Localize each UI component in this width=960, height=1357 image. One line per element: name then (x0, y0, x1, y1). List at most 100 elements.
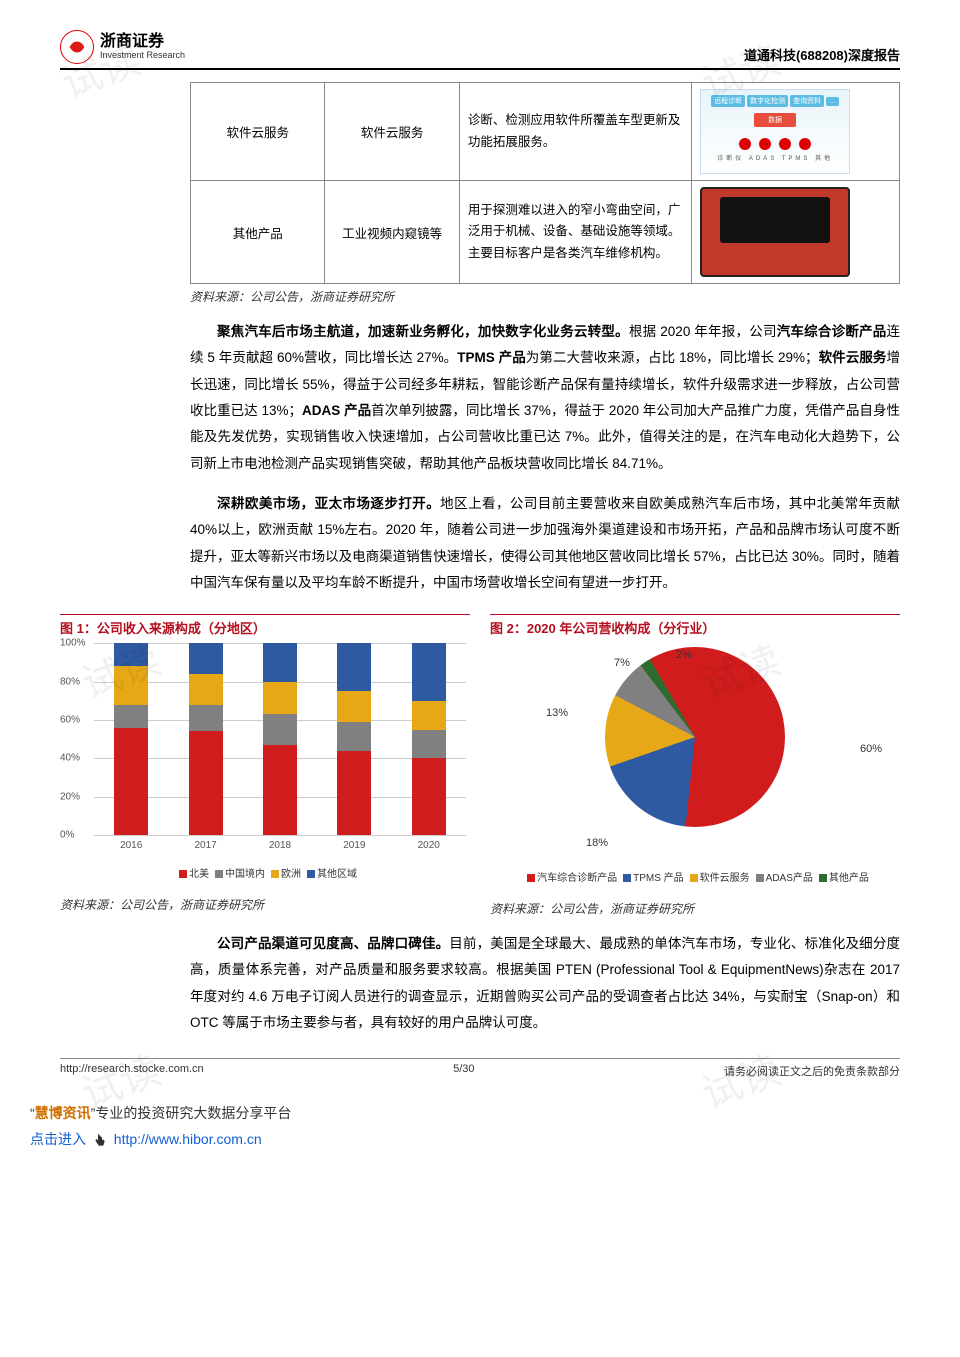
x-axis-label: 2016 (120, 840, 142, 851)
cell-sub: 工业视频内窥镜等 (325, 181, 459, 284)
legend-swatch (307, 870, 315, 878)
pie-label-18: 18% (586, 837, 608, 849)
bar-segment (263, 643, 297, 681)
bar-segment (337, 751, 371, 835)
bar-segment (412, 643, 446, 701)
x-axis-label: 2017 (194, 840, 216, 851)
bar-segment (337, 691, 371, 722)
chart-revenue-by-region: 图 1：公司收入来源构成（分地区） 20162017201820192020 0… (60, 614, 470, 917)
y-axis-label: 80% (60, 676, 80, 687)
promo-brand: 慧博资讯 (35, 1105, 91, 1121)
promo-url: http://www.hibor.com.cn (114, 1131, 262, 1147)
chart2-source: 资料来源：公司公告，浙商证券研究所 (490, 900, 900, 917)
promo-block: “慧博资讯”专业的投资研究大数据分享平台 点击进入 http://www.hib… (0, 1099, 960, 1161)
logo-block: 浙商证券 Investment Research (60, 30, 185, 64)
chart1-source: 资料来源：公司公告，浙商证券研究所 (60, 896, 470, 913)
legend-swatch (756, 874, 764, 882)
cell-desc: 诊断、检测应用软件所覆盖车型更新及功能拓展服务。 (459, 83, 691, 181)
bar-segment (412, 701, 446, 730)
cell-category: 其他产品 (191, 181, 325, 284)
bar-segment (114, 705, 148, 728)
stacked-bar-chart: 20162017201820192020 0%20%40%60%80%100% (60, 643, 470, 863)
bar-stack (189, 643, 223, 835)
legend-label: TPMS 产品 (633, 873, 684, 884)
endoscope-case-graphic (700, 187, 850, 277)
bar-segment (412, 758, 446, 835)
bar-segment (263, 745, 297, 835)
bar-segment (189, 674, 223, 705)
cell-category: 软件云服务 (191, 83, 325, 181)
legend-label: 汽车综合诊断产品 (537, 873, 617, 884)
legend-swatch (215, 870, 223, 878)
legend-swatch (271, 870, 279, 878)
paragraph-3: 公司产品渠道可见度高、品牌口碑佳。目前，美国是全球最大、最成熟的单体汽车市场，专… (190, 931, 900, 1036)
chart2-title: 图 2：2020 年公司营收构成（分行业） (490, 614, 900, 637)
para3-lead: 公司产品渠道可见度高、品牌口碑佳。 (217, 936, 449, 951)
bar-segment (412, 730, 446, 759)
table-row: 软件云服务 软件云服务 诊断、检测应用软件所覆盖车型更新及功能拓展服务。 远程诊… (191, 83, 900, 181)
legend-label: 其他产品 (829, 873, 869, 884)
pie-label-13: 13% (546, 707, 568, 719)
footer-url: http://research.stocke.com.cn (60, 1063, 204, 1079)
legend-swatch (690, 874, 698, 882)
legend-label: ADAS产品 (766, 873, 813, 884)
promo-cta: 点击进入 (30, 1131, 86, 1147)
bar-segment (114, 728, 148, 836)
bar-stack (412, 643, 446, 835)
charts-section: 图 1：公司收入来源构成（分地区） 20162017201820192020 0… (60, 614, 900, 917)
bar-segment (263, 714, 297, 745)
legend-swatch (819, 874, 827, 882)
pie-label-60: 60% (860, 743, 882, 755)
product-table: 软件云服务 软件云服务 诊断、检测应用软件所覆盖车型更新及功能拓展服务。 远程诊… (190, 82, 900, 284)
chart2-legend: 汽车综合诊断产品 TPMS 产品 软件云服务 ADAS产品 其他产品 (490, 869, 900, 884)
bar-segment (189, 643, 223, 674)
legend-label: 中国境内 (225, 869, 265, 880)
legend-swatch (179, 870, 187, 878)
promo-tag: 专业的投资研究大数据分享平台 (95, 1105, 291, 1121)
page-footer: http://research.stocke.com.cn 5/30 请务必阅读… (60, 1058, 900, 1079)
y-axis-label: 20% (60, 791, 80, 802)
legend-swatch (527, 874, 535, 882)
legend-swatch (623, 874, 631, 882)
chart-revenue-by-segment: 图 2：2020 年公司营收构成（分行业） 60% 18% 13% 7% 2% … (490, 614, 900, 917)
bar-stack (114, 643, 148, 835)
para2-lead: 深耕欧美市场，亚太市场逐步打开。 (217, 496, 440, 511)
paragraph-1: 聚焦汽车后市场主航道，加速新业务孵化，加快数字化业务云转型。根据 2020 年年… (190, 319, 900, 477)
bar-segment (114, 666, 148, 704)
legend-label: 软件云服务 (700, 873, 750, 884)
y-axis-label: 60% (60, 714, 80, 725)
bar-segment (337, 643, 371, 691)
para1-body: 根据 2020 年年报，公司汽车综合诊断产品连续 5 年贡献超 60%营收，同比… (190, 324, 900, 471)
bar-stack (263, 643, 297, 835)
table-source: 资料来源：公司公告，浙商证券研究所 (190, 288, 900, 305)
x-axis-label: 2020 (418, 840, 440, 851)
bar-stack (337, 643, 371, 835)
cell-image (692, 181, 900, 284)
chart1-title: 图 1：公司收入来源构成（分地区） (60, 614, 470, 637)
bar-segment (189, 705, 223, 732)
pie-chart: 60% 18% 13% 7% 2% (490, 647, 900, 867)
promo-link-line[interactable]: 点击进入 http://www.hibor.com.cn (30, 1129, 900, 1149)
table-row: 其他产品 工业视频内窥镜等 用于探测难以进入的窄小弯曲空间，广泛用于机械、设备、… (191, 181, 900, 284)
bar-segment (189, 731, 223, 835)
chart1-legend: 北美中国境内欧洲其他区域 (60, 865, 470, 880)
page-header: 浙商证券 Investment Research 道通科技(688208)深度报… (60, 30, 900, 70)
cell-image: 远程诊断数字化检测查询资料… 数据 诊断仪 ADAS TPMS 其他 (692, 83, 900, 181)
doc-title: 道通科技(688208)深度报告 (744, 45, 900, 64)
logo-cn: 浙商证券 (100, 33, 185, 51)
legend-label: 北美 (189, 869, 209, 880)
cell-sub: 软件云服务 (325, 83, 459, 181)
bar-segment (337, 722, 371, 751)
logo-en: Investment Research (100, 51, 185, 61)
footer-disclaimer: 请务必阅读正文之后的免责条款部分 (724, 1063, 900, 1079)
bar-segment (263, 682, 297, 715)
footer-page: 5/30 (453, 1063, 474, 1079)
hand-pointer-icon (92, 1133, 108, 1149)
cell-desc: 用于探测难以进入的窄小弯曲空间，广泛用于机械、设备、基础设施等领域。主要目标客户… (459, 181, 691, 284)
legend-label: 其他区域 (317, 869, 357, 880)
pie-label-7: 7% (614, 657, 630, 669)
paragraph-2: 深耕欧美市场，亚太市场逐步打开。地区上看，公司目前主要营收来自欧美成熟汽车后市场… (190, 491, 900, 596)
pie-label-2: 2% (676, 649, 692, 661)
y-axis-label: 100% (60, 638, 86, 649)
cloud-service-graphic: 远程诊断数字化检测查询资料… 数据 诊断仪 ADAS TPMS 其他 (700, 89, 850, 174)
